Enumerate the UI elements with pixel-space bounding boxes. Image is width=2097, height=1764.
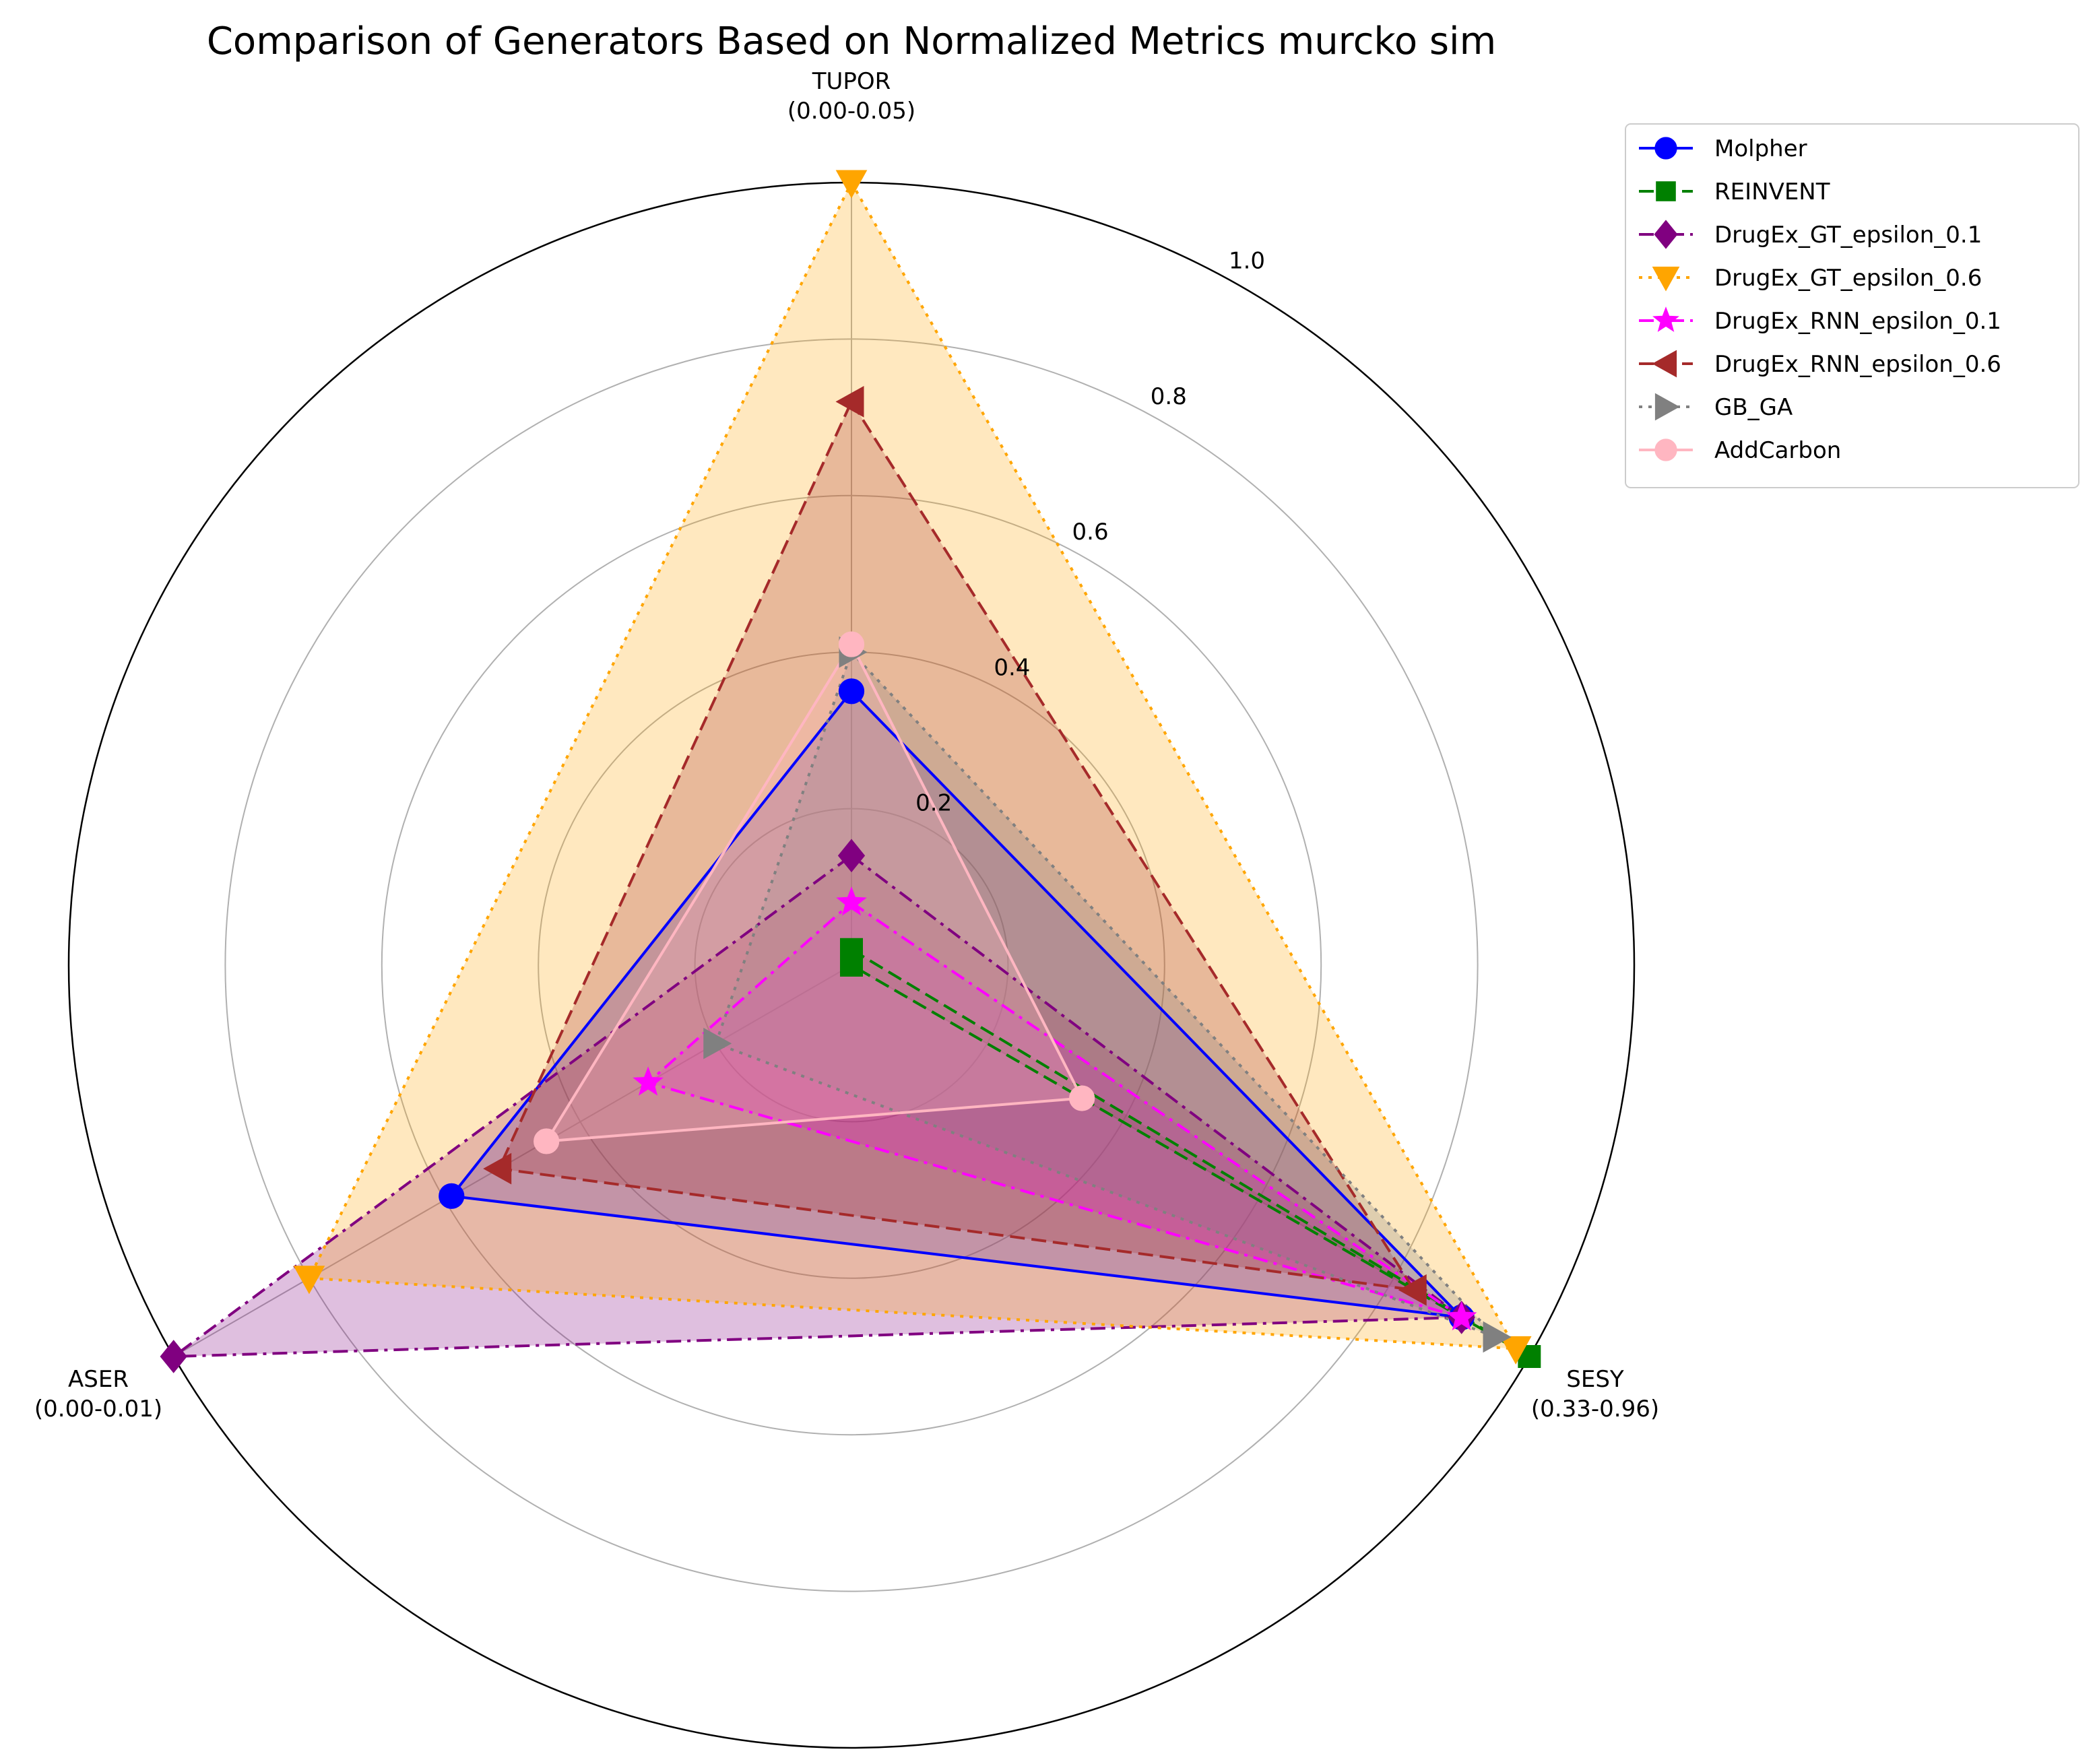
series-markers [160,170,1541,1373]
legend-label-reinvent: REINVENT [1714,178,1830,205]
data-point-addcarbon-0 [838,631,865,657]
data-point-drugex-rnn-epsilon-0-6-1 [1398,1274,1427,1306]
series-fill-drugex-gt-epsilon-0-1 [173,855,1462,1357]
data-point-gb-ga-1 [1483,1321,1512,1353]
legend-label-drugex-gt-epsilon-0-6: DrugEx_GT_epsilon_0.6 [1714,265,1982,292]
r-tick-label: 0.8 [1151,383,1187,410]
legend-label-drugex-rnn-epsilon-0-6: DrugEx_RNN_epsilon_0.6 [1714,351,2001,378]
r-tick-label: 0.6 [1072,519,1109,546]
legend-marker-drugex-gt-epsilon-0-1 [1654,220,1678,249]
data-point-drugex-gt-epsilon-0-1-0 [837,839,866,873]
data-point-molpher-2 [439,1183,465,1209]
axis-labels: TUPOR (0.00-0.05) SESY (0.33-0.96) ASER (0.00… [34,68,1659,1423]
legend-marker-addcarbon [1654,438,1677,461]
legend-marker-drugex-rnn-epsilon-0-1 [1652,306,1679,332]
axis-label-tupor: TUPOR [812,68,891,95]
series-fill-drugex-rnn-epsilon-0-1 [648,903,1462,1317]
legend-label-drugex-gt-epsilon-0-1: DrugEx_GT_epsilon_0.1 [1714,222,1982,249]
data-point-gb-ga-2 [703,1027,732,1059]
series-fill-addcarbon [546,644,1083,1142]
legend-marker-drugex-rnn-epsilon-0-6 [1652,350,1677,378]
r-tick-label: 1.0 [1229,248,1265,275]
axis-range-label-sesy: (0.33-0.96) [1531,1396,1659,1423]
axis-range-label-aser: (0.00-0.01) [34,1396,162,1423]
legend-label-molpher: Molpher [1714,135,1807,162]
legend-marker-gb-ga [1654,393,1680,421]
axis-spoke-2 [173,965,852,1357]
series-fill-molpher [451,691,1462,1317]
legend-marker-drugex-gt-epsilon-0-6 [1652,266,1680,292]
legend-label-gb-ga: GB_GA [1714,394,1793,421]
series-line-drugex-rnn-epsilon-0-6 [497,400,1416,1292]
r-tick-label: 0.4 [994,654,1030,681]
data-point-addcarbon-2 [534,1128,560,1154]
axis-label-sesy: SESY [1566,1366,1624,1393]
data-point-drugex-rnn-epsilon-0-1-1 [1446,1301,1477,1331]
data-point-drugex-gt-epsilon-0-6-2 [293,1266,325,1295]
series-line-molpher [450,690,1463,1319]
r-tick-label: 0.2 [915,790,952,817]
series-line-drugex-rnn-epsilon-0-1 [647,901,1463,1319]
legend-frame [1625,123,2079,488]
data-point-drugex-gt-epsilon-0-1-2 [160,1340,187,1373]
legend-label-drugex-rnn-epsilon-0-1: DrugEx_RNN_epsilon_0.1 [1714,308,2001,335]
data-point-drugex-gt-epsilon-0-6-0 [835,170,868,199]
data-point-drugex-rnn-epsilon-0-6-2 [483,1152,512,1185]
data-point-drugex-rnn-epsilon-0-6-0 [835,386,864,418]
series-line-drugex-gt-epsilon-0-6 [307,181,1518,1350]
chart-title: Comparison of Generators Based on Normal… [207,20,1496,63]
data-point-drugex-rnn-epsilon-0-1-0 [836,886,867,916]
legend-marker-molpher [1654,137,1677,160]
series-line-addcarbon [545,643,1084,1143]
legend-marker-reinvent [1656,181,1676,201]
legend-label-addcarbon: AddCarbon [1714,437,1841,464]
data-point-addcarbon-1 [1069,1085,1095,1111]
data-point-molpher-0 [838,678,865,705]
series-fill-drugex-rnn-epsilon-0-6 [498,401,1415,1291]
axis-label-aser: ASER [68,1366,129,1393]
radial-tick-labels: 0.2 0.4 0.6 0.8 1.0 [915,248,1265,817]
series-fill-gb-ga [715,652,1495,1337]
axis-range-label-tupor: (0.00-0.05) [787,98,915,125]
data-point-reinvent-2 [840,954,863,977]
series-fills [173,183,1530,1357]
data-point-drugex-rnn-epsilon-0-1-2 [633,1066,664,1096]
legend: Molpher REINVENT DrugEx_GT_epsilon_0.1 Drug… [1625,123,2079,488]
data-point-drugex-gt-epsilon-0-6-1 [1499,1336,1532,1365]
